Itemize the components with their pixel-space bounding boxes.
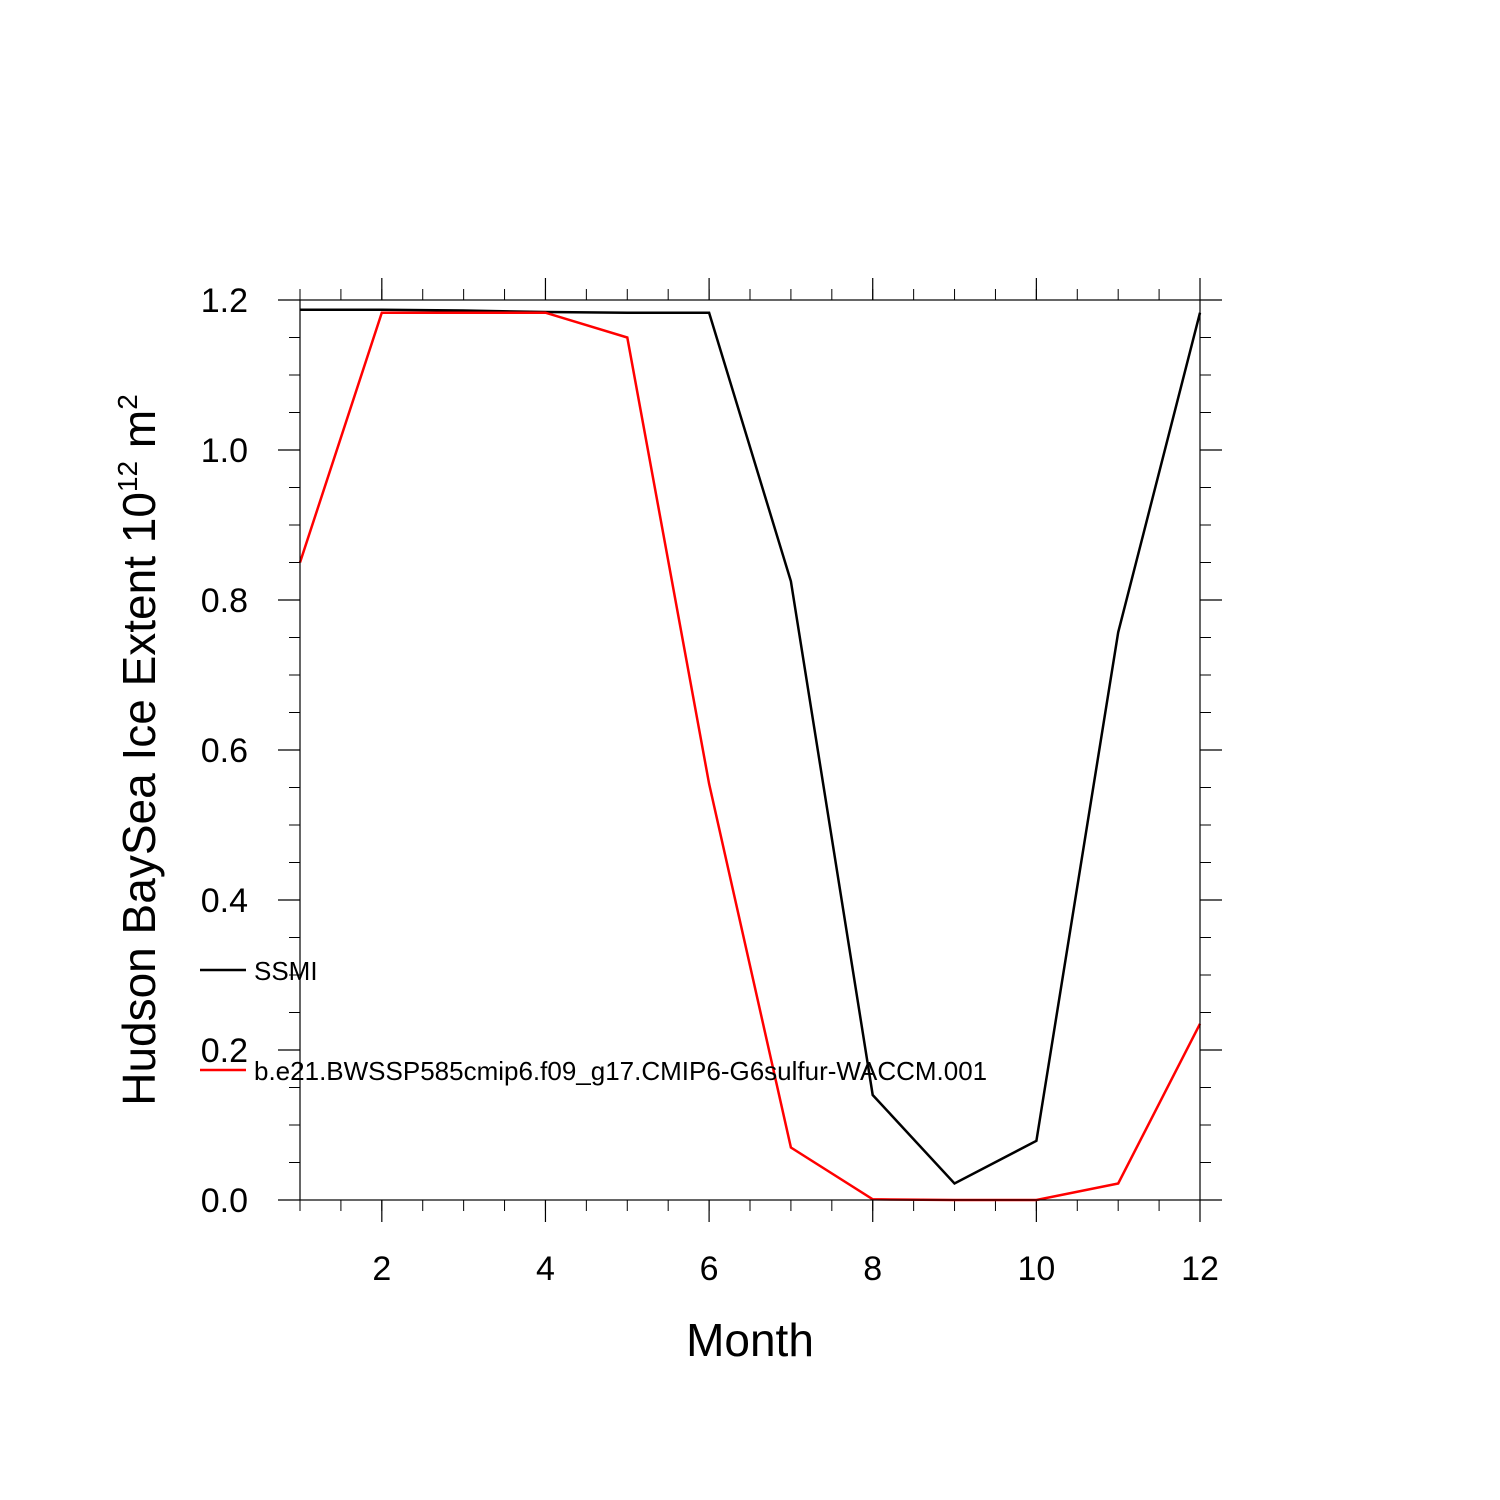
x-tick-label: 4 [536, 1250, 555, 1288]
series-lines [298, 308, 1202, 1202]
y-tick-label: 0.0 [201, 1182, 248, 1220]
x-tick-label: 6 [700, 1250, 719, 1288]
legend: SSMI b.e21.BWSSP585cmip6.f09_g17.CMIP6-G… [200, 956, 987, 1086]
x-tick-label: 12 [1181, 1250, 1219, 1288]
x-axis-title: Month [686, 1314, 814, 1366]
x-tick-label: 2 [372, 1250, 391, 1288]
y-axis-title: Hudson BaySea Ice Extent 1012 m2 [112, 394, 165, 1106]
x-tick-label: 8 [863, 1250, 882, 1288]
y-axis-title-unit-exponent: 2 [112, 394, 143, 410]
y-tick-label: 1.2 [201, 282, 248, 320]
y-tick-label: 0.4 [201, 882, 248, 920]
y-axis-title-main: Hudson BaySea Ice Extent 10 [113, 492, 165, 1106]
series-line-0 [300, 308, 1202, 1186]
major-ticks [278, 278, 1222, 1222]
y-tick-label: 0.6 [201, 732, 248, 770]
y-tick-label: 0.2 [201, 1032, 248, 1070]
y-axis-title-exponent: 12 [112, 461, 143, 492]
x-tick-labels: 2 4 6 8 10 12 [372, 1250, 1219, 1288]
x-tick-label: 10 [1017, 1250, 1055, 1288]
y-tick-label: 1.0 [201, 432, 248, 470]
plot-frame [299, 299, 1201, 1201]
legend-label-model: b.e21.BWSSP585cmip6.f09_g17.CMIP6-G6sulf… [254, 1056, 987, 1086]
y-axis-title-unit: m [113, 410, 165, 448]
y-tick-labels: 0.0 0.2 0.4 0.6 0.8 1.0 1.2 [201, 282, 248, 1220]
series-line-1 [298, 311, 1202, 1202]
legend-label-ssmi: SSMI [254, 956, 318, 986]
y-axis-title-space [113, 448, 165, 461]
y-tick-label: 0.8 [201, 582, 248, 620]
